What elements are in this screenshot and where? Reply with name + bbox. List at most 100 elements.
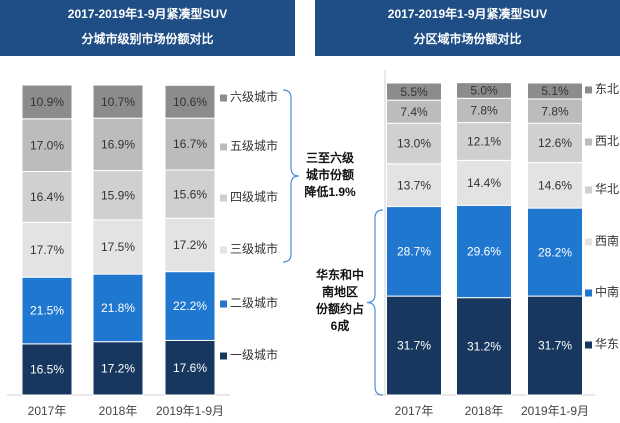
bar-segment	[164, 169, 216, 219]
bar-segment	[92, 84, 144, 119]
title-banner	[315, 0, 620, 56]
legend-label: 西北	[595, 134, 619, 148]
data-label: 31.7%	[538, 339, 572, 353]
legend-marker	[585, 138, 592, 146]
legend-label: 东北	[595, 82, 619, 96]
bar-segment	[527, 295, 583, 396]
legend-marker	[585, 186, 592, 194]
legend-marker	[585, 238, 592, 246]
legend-label: 四级城市	[230, 189, 278, 204]
data-label: 17.5%	[101, 240, 135, 254]
legend-label: 二级城市	[230, 295, 278, 310]
x-tick-label: 2017年	[395, 404, 434, 418]
bar-segment	[527, 207, 583, 297]
bar-segment	[456, 159, 512, 206]
data-label: 10.7%	[101, 95, 135, 109]
data-label: 16.9%	[101, 138, 135, 152]
annotation: 三至六级	[306, 150, 354, 165]
annotation: 华东和中	[316, 267, 364, 282]
bar-segment	[386, 163, 442, 208]
data-label: 12.1%	[467, 135, 501, 149]
bar-segment	[386, 206, 442, 297]
data-label: 13.7%	[397, 178, 431, 192]
x-tick-label: 2017年	[28, 404, 67, 418]
x-tick-label: 2019年1-9月	[156, 404, 224, 418]
chart-title: 分城市级别市场份额对比	[81, 31, 213, 46]
legend-marker	[220, 300, 227, 308]
annotation: 城市份额	[306, 167, 354, 182]
bar-segment	[21, 84, 73, 120]
legend-marker	[220, 143, 227, 151]
bar-segment	[527, 162, 583, 209]
data-label: 15.9%	[101, 188, 135, 202]
data-label: 17.2%	[173, 238, 207, 252]
legend-marker	[220, 352, 227, 360]
legend-label: 华北	[595, 182, 619, 196]
legend-label: 六级城市	[230, 89, 278, 104]
bar-segment	[92, 219, 144, 275]
legend-marker	[585, 289, 592, 297]
chart-title: 分区域市场份额对比	[413, 31, 521, 46]
data-label: 21.8%	[101, 301, 135, 315]
x-tick-label: 2018年	[99, 404, 138, 418]
data-label: 5.0%	[470, 84, 498, 98]
data-label: 29.6%	[467, 245, 501, 259]
data-label: 16.4%	[30, 190, 64, 204]
bar-segment	[386, 295, 442, 396]
legend-marker	[220, 194, 227, 202]
chart-title: 2017-2019年1-9月紧凑型SUV	[68, 6, 227, 21]
annotation: 6成	[331, 318, 350, 333]
legend-label: 三级城市	[230, 241, 278, 256]
bar-segment	[527, 122, 583, 164]
data-label: 28.2%	[538, 245, 572, 259]
bar-segment	[164, 217, 216, 273]
legend-label: 一级城市	[230, 347, 278, 362]
bar-segment	[386, 82, 442, 101]
data-label: 21.5%	[30, 304, 64, 318]
bar-segment	[527, 98, 583, 124]
legend-label: 华东	[595, 337, 619, 351]
data-label: 7.8%	[470, 104, 498, 118]
x-tick-label: 2018年	[465, 404, 504, 418]
data-label: 28.7%	[397, 244, 431, 258]
bar-segment	[164, 84, 216, 119]
data-label: 10.9%	[30, 95, 64, 109]
annotation: 降低1.9%	[304, 184, 356, 199]
legend-label: 中南	[595, 284, 619, 299]
bar-segment	[386, 122, 442, 165]
legend-marker	[220, 246, 227, 254]
legend-label: 五级城市	[230, 138, 278, 153]
data-label: 17.2%	[101, 362, 135, 376]
bar-segment	[456, 297, 512, 396]
data-label: 13.0%	[397, 137, 431, 151]
data-label: 31.2%	[467, 339, 501, 353]
bar-segment	[21, 343, 73, 396]
data-label: 5.5%	[400, 85, 428, 99]
data-label: 15.6%	[173, 187, 207, 201]
bar-segment	[21, 276, 73, 345]
data-label: 31.7%	[397, 339, 431, 353]
bar-segment	[456, 204, 512, 299]
annotation: 份额约占	[316, 301, 364, 316]
data-label: 16.7%	[173, 137, 207, 151]
data-label: 5.1%	[541, 84, 569, 98]
data-label: 14.6%	[538, 179, 572, 193]
data-label: 16.5%	[30, 363, 64, 377]
data-label: 7.8%	[541, 104, 569, 118]
annotation: 南地区	[322, 284, 358, 299]
legend-marker	[585, 341, 592, 349]
bar-segment	[21, 118, 73, 172]
bar-segment	[456, 82, 512, 99]
bar-segment	[164, 117, 216, 171]
data-label: 17.0%	[30, 138, 64, 152]
bar-segment	[92, 117, 144, 172]
chart-title: 2017-2019年1-9月紧凑型SUV	[388, 6, 547, 21]
data-label: 17.6%	[173, 361, 207, 375]
title-banner	[0, 0, 295, 56]
x-tick-label: 2019年1-9月	[521, 404, 589, 418]
legend-label: 西南	[595, 233, 619, 248]
bar-segment	[164, 339, 216, 396]
bar-segment	[527, 82, 583, 100]
brace	[282, 89, 300, 263]
